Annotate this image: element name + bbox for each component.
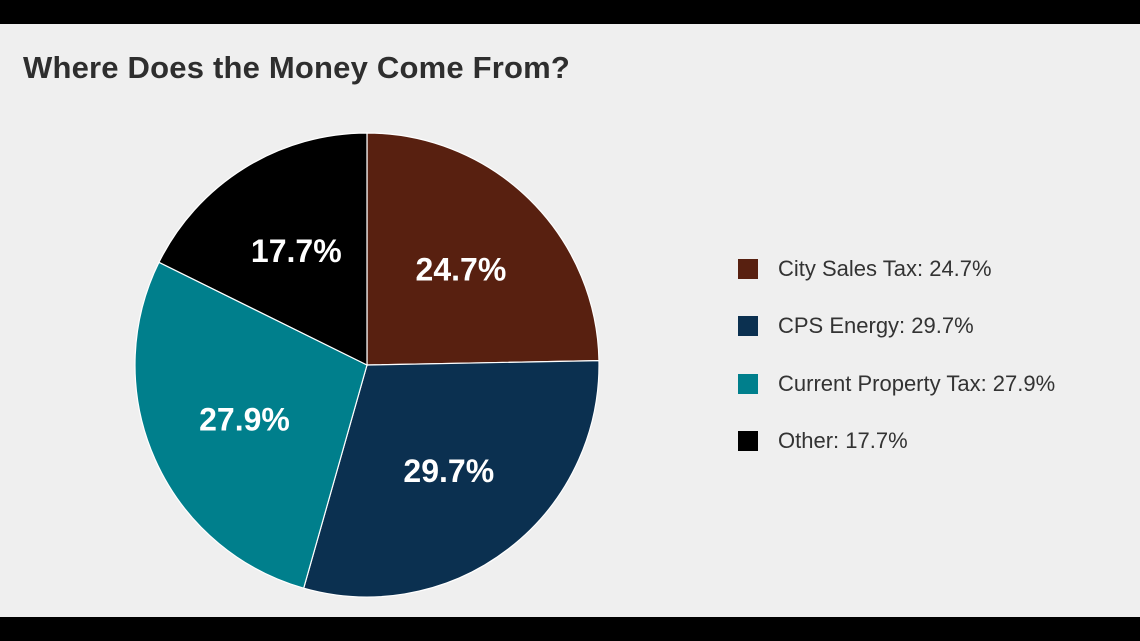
legend-label: CPS Energy: 29.7%	[778, 313, 974, 338]
slice-value-label: 29.7%	[403, 453, 494, 489]
pie-slice-city-sales-tax	[366, 132, 600, 366]
legend-label: City Sales Tax: 24.7%	[778, 255, 992, 281]
chart-title: Where Does the Money Come From?	[23, 50, 571, 85]
legend-swatch	[738, 373, 758, 394]
pie-slice-cps-energy	[302, 360, 600, 598]
pie-chart: 24.7% 29.7% 27.9% 17.7%	[134, 132, 600, 598]
pie-slice-current-property-tax	[134, 261, 368, 589]
legend-item-current-property-tax: Current Property Tax: 27.9%	[738, 369, 1055, 398]
legend-swatch	[738, 431, 758, 451]
legend-item-other: Other: 17.7%	[738, 427, 1055, 456]
slice-value-label: 24.7%	[416, 251, 507, 287]
legend-label: Current Property Tax: 27.9%	[778, 370, 1056, 396]
slice-value-label: 17.7%	[251, 233, 342, 269]
legend: City Sales Tax: 24.7% CPS Energy: 29.7% …	[738, 254, 1055, 484]
slice-value-label: 27.9%	[199, 401, 290, 437]
legend-swatch	[738, 316, 758, 336]
legend-swatch	[738, 258, 758, 279]
pie-slice-other	[158, 132, 368, 366]
legend-label: Other: 17.7%	[778, 428, 908, 453]
pie-slice-labels: 24.7% 29.7% 27.9% 17.7%	[199, 233, 506, 489]
pie-slices	[134, 132, 600, 598]
legend-item-cps-energy: CPS Energy: 29.7%	[738, 312, 1055, 341]
legend-item-city-sales-tax: City Sales Tax: 24.7%	[738, 254, 1055, 283]
chart-panel: Where Does the Money Come From? 24.7% 29.…	[0, 24, 1140, 617]
